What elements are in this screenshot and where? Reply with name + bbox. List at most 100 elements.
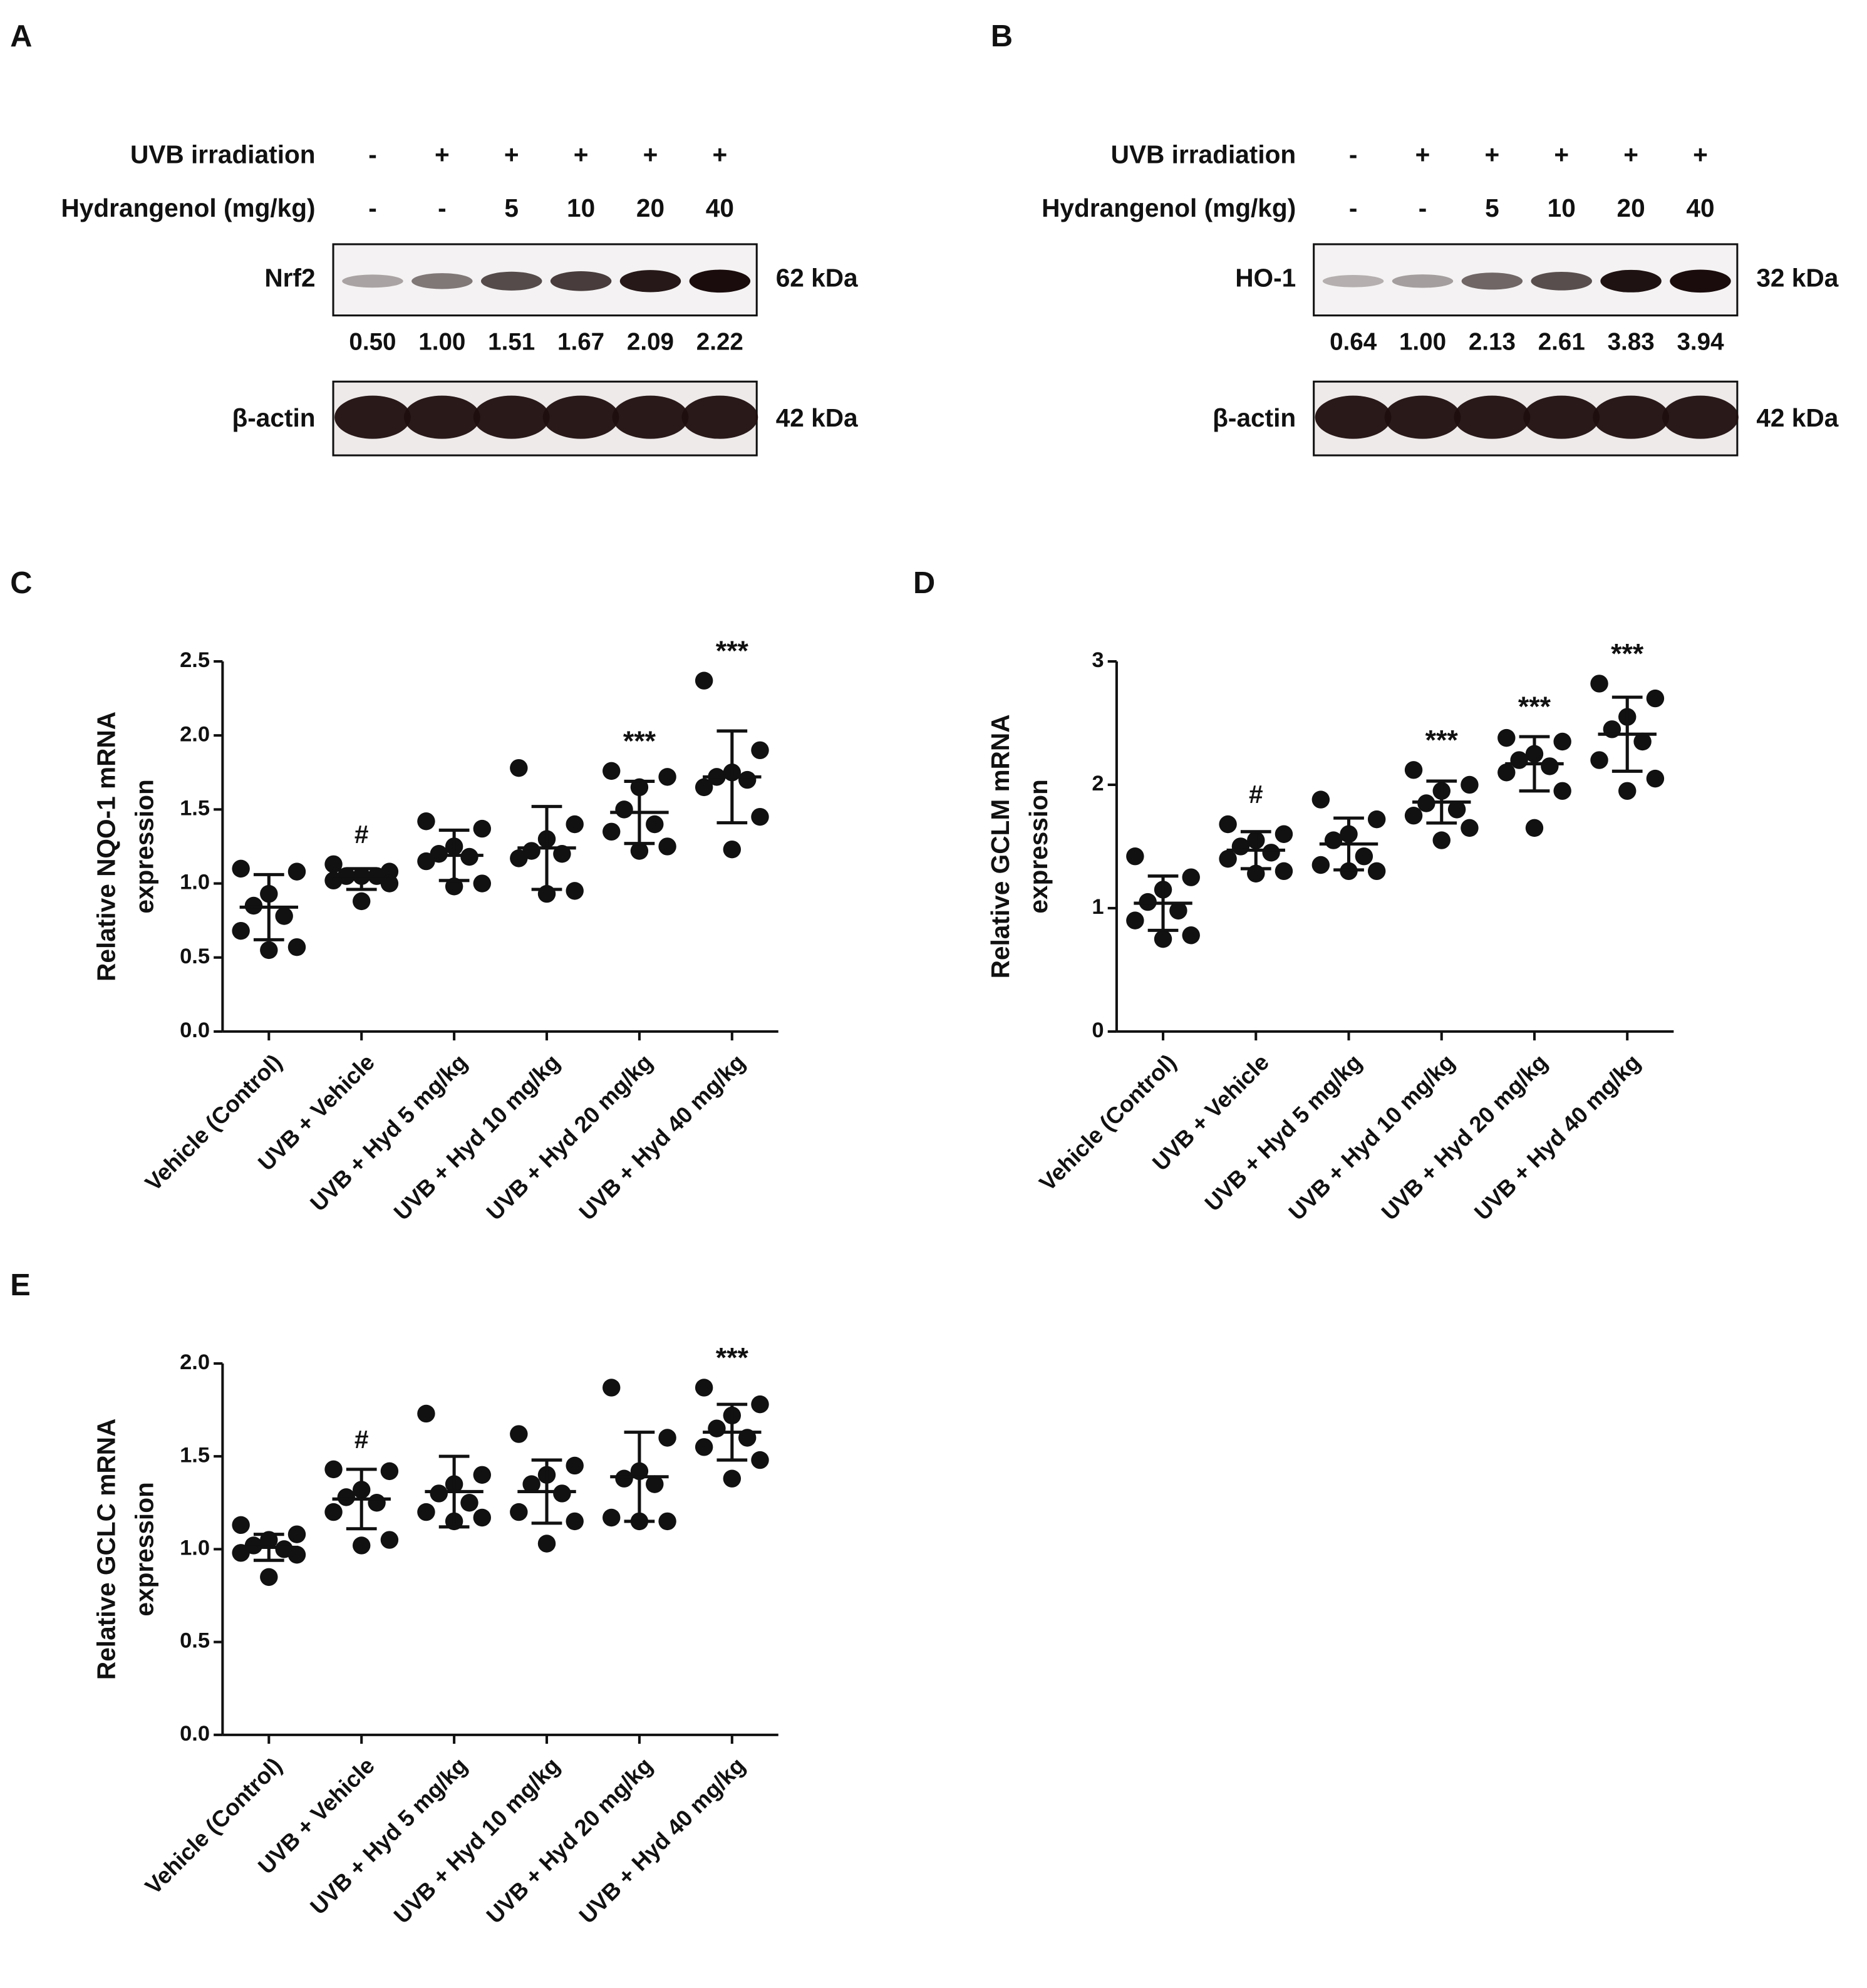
x-tick-label: Vehicle (Control) <box>140 1049 287 1196</box>
data-point <box>1262 844 1280 862</box>
band-size: 42 kDa <box>1756 403 1838 432</box>
data-point <box>1219 815 1237 834</box>
annotation: *** <box>623 726 656 757</box>
data-point <box>287 1525 306 1543</box>
quantification: 0.64 <box>1330 329 1377 356</box>
y-tick-label: 0.5 <box>180 945 210 968</box>
data-point <box>380 1531 399 1549</box>
data-point <box>417 812 435 831</box>
x-tick-label: UVB + Hyd 5 mg/kg <box>305 1049 472 1216</box>
data-point <box>1404 806 1423 825</box>
band <box>689 269 751 293</box>
band <box>619 270 681 293</box>
data-point <box>695 1379 713 1397</box>
data-point <box>380 1462 399 1481</box>
data-point <box>646 1475 664 1493</box>
data-point <box>324 855 343 874</box>
data-point <box>603 1508 621 1527</box>
data-point <box>1618 782 1637 800</box>
data-point <box>630 842 649 860</box>
data-point <box>380 874 399 893</box>
condition-value: + <box>712 140 727 169</box>
data-point <box>260 941 278 960</box>
data-point <box>603 822 621 841</box>
panel-label: D <box>913 566 935 600</box>
data-point <box>1126 911 1144 929</box>
quantification: 3.83 <box>1608 329 1655 356</box>
data-point <box>352 1536 371 1555</box>
data-point <box>1154 929 1172 948</box>
annotation: *** <box>716 1343 749 1374</box>
loading-band <box>473 395 550 439</box>
y-axis-label: expression <box>130 779 158 913</box>
panel-label: C <box>10 566 32 600</box>
quantification: 1.67 <box>557 329 604 356</box>
y-tick-label: 0 <box>1092 1018 1104 1042</box>
y-tick-label: 2 <box>1092 772 1104 795</box>
loading-band <box>542 395 619 439</box>
data-point <box>1311 790 1330 809</box>
data-point <box>751 741 769 760</box>
panel-label: E <box>10 1268 31 1302</box>
band-size: 62 kDa <box>776 264 858 293</box>
data-point <box>260 1568 278 1587</box>
data-point <box>751 807 769 826</box>
data-point <box>473 1508 492 1527</box>
data-point <box>708 1419 726 1437</box>
blot-frame <box>1313 243 1739 317</box>
condition-value: - <box>1419 194 1427 222</box>
blot-frame <box>332 243 758 317</box>
condition-value: - <box>1349 140 1358 169</box>
data-point <box>603 762 621 780</box>
data-point <box>1447 800 1466 819</box>
data-point <box>337 1488 356 1506</box>
data-point <box>1404 761 1423 779</box>
data-point <box>566 1512 584 1531</box>
condition-value: 20 <box>636 194 665 222</box>
data-point <box>1646 769 1665 788</box>
data-point <box>1497 764 1516 782</box>
loading-band <box>612 395 689 439</box>
data-point <box>1432 831 1451 849</box>
band <box>1392 274 1454 288</box>
data-point <box>1510 751 1528 769</box>
y-tick-label: 2.5 <box>180 648 210 672</box>
data-point <box>510 1425 528 1443</box>
data-point <box>615 1469 633 1488</box>
condition-value: + <box>1693 140 1708 169</box>
data-point <box>1324 831 1343 849</box>
loading-band <box>334 395 411 439</box>
quantification: 1.00 <box>418 329 465 356</box>
y-axis-label: Relative GCLM mRNA <box>986 714 1015 978</box>
condition-label: Hydrangenol (mg/kg) <box>61 194 315 222</box>
quantification: 1.51 <box>488 329 535 356</box>
band <box>342 274 403 288</box>
condition-value: 5 <box>1485 194 1499 222</box>
x-tick-label: UVB + Hyd 40 mg/kg <box>574 1752 750 1928</box>
data-point <box>1311 856 1330 874</box>
panel-label: B <box>991 19 1013 53</box>
data-point <box>1553 732 1571 751</box>
loading-band <box>1384 395 1461 439</box>
data-point <box>695 1438 713 1456</box>
annotation: *** <box>1425 725 1459 755</box>
annotation: # <box>354 1425 369 1454</box>
band <box>1322 275 1384 287</box>
condition-value: + <box>1554 140 1569 169</box>
condition-value: 10 <box>1548 194 1576 222</box>
data-point <box>460 1494 478 1512</box>
data-point <box>275 907 293 925</box>
y-tick-label: 2.0 <box>180 1350 210 1374</box>
condition-value: - <box>368 194 377 222</box>
annotation: *** <box>716 636 749 666</box>
x-tick-label: Vehicle (Control) <box>1034 1049 1181 1196</box>
x-tick-label: UVB + Hyd 10 mg/kg <box>389 1752 565 1928</box>
data-point <box>723 1469 742 1488</box>
condition-value: - <box>368 140 377 169</box>
data-point <box>658 1429 676 1447</box>
data-point <box>417 1503 435 1521</box>
band <box>1670 269 1731 293</box>
data-point <box>368 1494 386 1512</box>
data-point <box>1367 862 1386 881</box>
y-tick-label: 0.0 <box>180 1722 210 1746</box>
